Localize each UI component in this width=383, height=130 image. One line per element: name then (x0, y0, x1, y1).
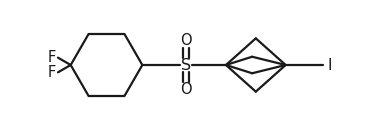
Text: S: S (181, 57, 191, 73)
Text: I: I (327, 57, 332, 73)
Text: F: F (47, 65, 56, 80)
Text: O: O (180, 82, 192, 97)
Text: F: F (47, 50, 56, 65)
Text: O: O (180, 33, 192, 48)
